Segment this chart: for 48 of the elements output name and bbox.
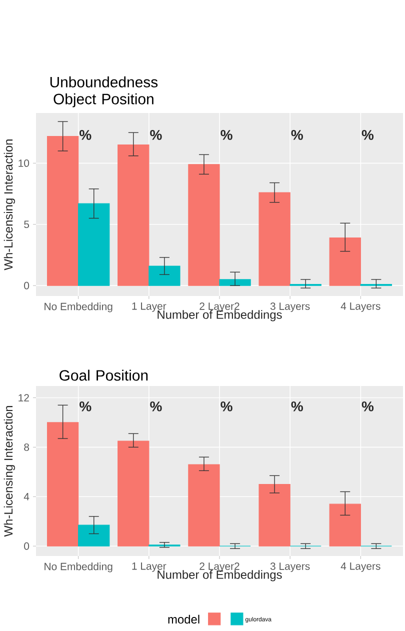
bar xyxy=(148,266,180,286)
annotation: % xyxy=(291,401,303,412)
bar xyxy=(329,238,361,286)
chart-title: Goal Position xyxy=(60,370,148,381)
annotation: % xyxy=(291,130,303,140)
annotation: % xyxy=(362,401,374,412)
y-tick-label: 10 xyxy=(18,159,30,167)
bar xyxy=(188,164,220,286)
annotation: % xyxy=(80,401,92,412)
y-tick-label: 8 xyxy=(24,444,30,451)
x-tick-label: 2 Layer2 xyxy=(200,562,240,572)
bar xyxy=(78,203,110,286)
bar xyxy=(258,484,290,546)
y-tick-label: 0 xyxy=(24,542,30,550)
x-tick-label: No Embedding xyxy=(44,562,112,572)
x-tick-label: No Embedding xyxy=(44,302,112,312)
bar xyxy=(46,136,79,286)
annotation: % xyxy=(80,130,92,140)
x-tick-label: 4 Layers xyxy=(340,562,380,572)
bar xyxy=(118,440,150,546)
y-tick-label: 12 xyxy=(18,394,29,402)
bar xyxy=(46,422,79,546)
x-tick-label: 2 Layer2 xyxy=(200,302,240,312)
annotation: % xyxy=(150,401,162,412)
x-axis-title: Number of Embeddings xyxy=(158,570,282,582)
bar xyxy=(188,464,220,546)
chart-title: Unboundedness Object Position xyxy=(50,76,158,108)
annotation: % xyxy=(362,130,374,140)
x-tick-label: 1 Layer xyxy=(132,302,166,312)
annotation: % xyxy=(220,401,232,412)
y-axis-title: Wh-Licensing Interaction xyxy=(4,406,16,537)
x-tick-label: 1 Layer xyxy=(132,562,166,572)
bar xyxy=(219,279,251,286)
y-axis-title: Wh-Licensing Interaction xyxy=(4,140,16,270)
x-tick-label: 3 Layers xyxy=(270,302,310,312)
bar xyxy=(329,504,361,546)
bar xyxy=(78,524,110,546)
y-tick-label: 0 xyxy=(24,282,30,290)
legend-title: model xyxy=(168,614,200,624)
bar xyxy=(118,144,150,286)
annotation: % xyxy=(220,130,232,140)
bar xyxy=(258,192,290,286)
annotation: % xyxy=(150,130,162,140)
y-tick-label: 4 xyxy=(24,493,30,500)
y-tick-label: 5 xyxy=(24,220,30,228)
x-tick-label: 3 Layers xyxy=(270,562,310,572)
x-axis-title: Number of Embeddings xyxy=(158,310,282,322)
x-tick-label: 4 Layers xyxy=(340,302,380,312)
